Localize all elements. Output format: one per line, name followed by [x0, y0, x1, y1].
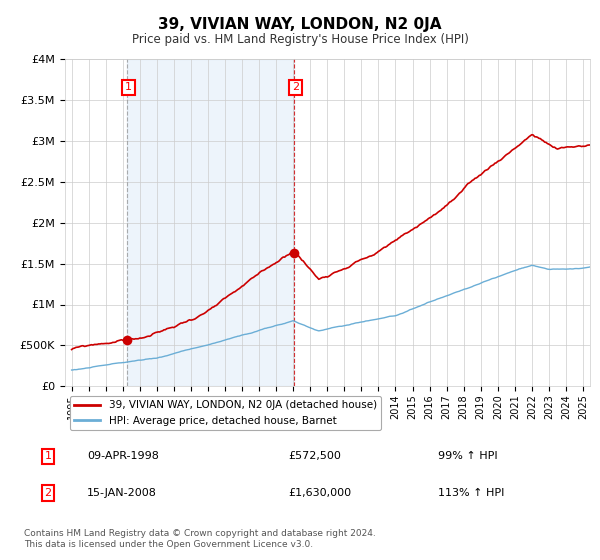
Text: 1: 1 [44, 451, 52, 461]
Text: 15-JAN-2008: 15-JAN-2008 [87, 488, 157, 498]
Text: 2: 2 [292, 82, 299, 92]
Text: 09-APR-1998: 09-APR-1998 [87, 451, 159, 461]
Text: Contains HM Land Registry data © Crown copyright and database right 2024.
This d: Contains HM Land Registry data © Crown c… [24, 529, 376, 549]
Text: Price paid vs. HM Land Registry's House Price Index (HPI): Price paid vs. HM Land Registry's House … [131, 32, 469, 46]
Text: 1: 1 [125, 82, 132, 92]
Text: 113% ↑ HPI: 113% ↑ HPI [438, 488, 505, 498]
Text: 99% ↑ HPI: 99% ↑ HPI [438, 451, 497, 461]
Legend: 39, VIVIAN WAY, LONDON, N2 0JA (detached house), HPI: Average price, detached ho: 39, VIVIAN WAY, LONDON, N2 0JA (detached… [70, 396, 381, 430]
Text: £1,630,000: £1,630,000 [288, 488, 351, 498]
Text: 2: 2 [44, 488, 52, 498]
Text: £572,500: £572,500 [288, 451, 341, 461]
Text: 39, VIVIAN WAY, LONDON, N2 0JA: 39, VIVIAN WAY, LONDON, N2 0JA [158, 17, 442, 31]
Bar [127, 59, 294, 386]
